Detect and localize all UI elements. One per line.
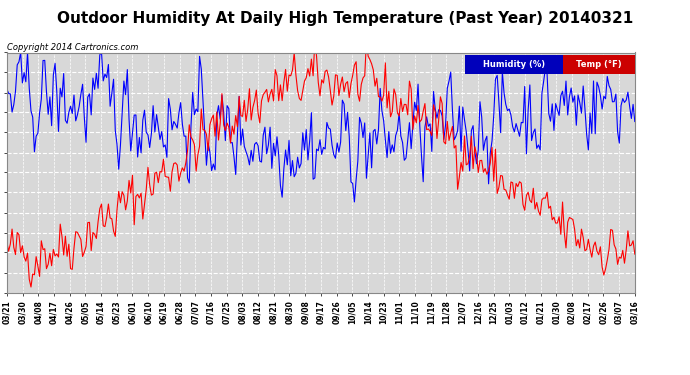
FancyBboxPatch shape [562,55,635,74]
Text: Outdoor Humidity At Daily High Temperature (Past Year) 20140321: Outdoor Humidity At Daily High Temperatu… [57,11,633,26]
Text: Humidity (%): Humidity (%) [483,60,545,69]
Text: Temp (°F): Temp (°F) [576,60,622,69]
FancyBboxPatch shape [465,55,562,74]
Text: Copyright 2014 Cartronics.com: Copyright 2014 Cartronics.com [7,43,138,52]
